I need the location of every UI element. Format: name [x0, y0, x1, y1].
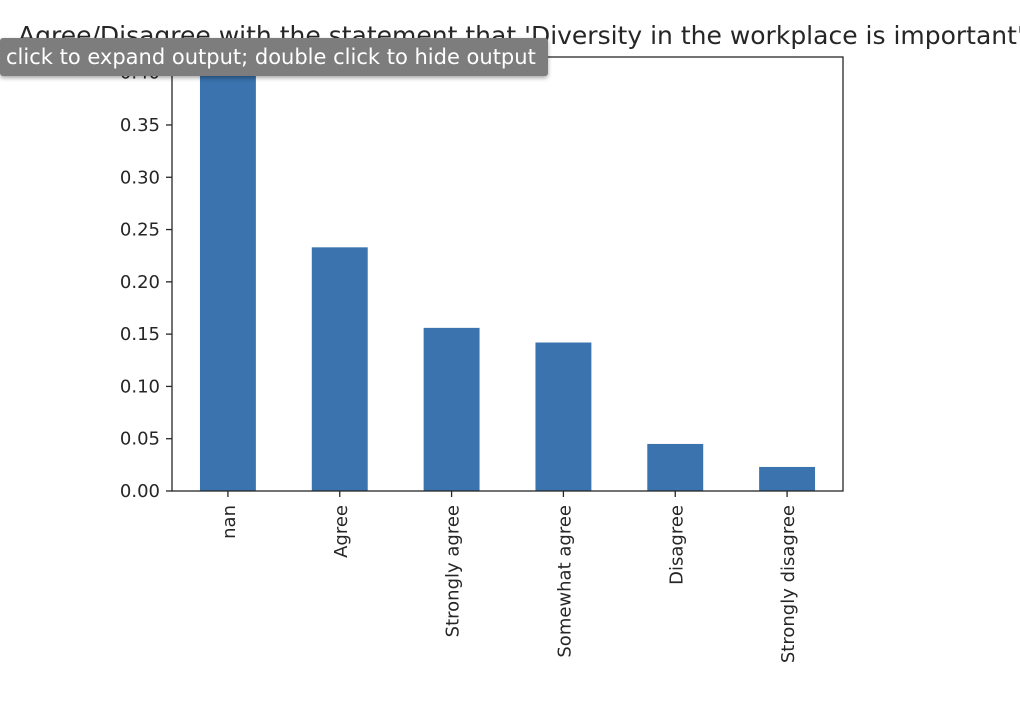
y-tick-label: 0.05 [120, 429, 160, 450]
x-tick-label: Somewhat agree [554, 505, 575, 658]
bar-disagree [647, 443, 704, 491]
output-toggle-tooltip[interactable]: click to expand output; double click to … [0, 38, 548, 76]
x-axis: nan Agree Strongly agree Somewhat agree Disa… [219, 491, 799, 663]
bar-somewhat-agree [535, 342, 592, 491]
y-tick-label: 0.35 [120, 115, 160, 136]
bar-strongly-agree [423, 327, 480, 491]
y-tick-label: 0.10 [120, 376, 160, 397]
y-tick-label: 0.00 [120, 481, 160, 502]
x-tick-label: Agree [331, 505, 352, 558]
y-axis: 0.000.050.100.150.200.250.300.350.40 [120, 63, 172, 502]
x-tick-label: nan [219, 505, 240, 539]
bar-agree [311, 247, 368, 491]
x-tick-label: Disagree [666, 505, 687, 585]
y-tick-label: 0.20 [120, 272, 160, 293]
x-tick-label: Strongly agree [443, 505, 464, 637]
axes-layer [171, 56, 844, 492]
bars-layer [199, 57, 816, 491]
x-tick-label: Strongly disagree [778, 505, 799, 663]
y-tick-label: 0.30 [120, 167, 160, 188]
plot-frame [171, 56, 844, 492]
bar-nan [199, 57, 256, 491]
output-toggle-tooltip-text: click to expand output; double click to … [6, 45, 536, 69]
y-tick-label: 0.15 [120, 324, 160, 345]
y-tick-label: 0.25 [120, 220, 160, 241]
bar-strongly-disagree [759, 466, 816, 491]
